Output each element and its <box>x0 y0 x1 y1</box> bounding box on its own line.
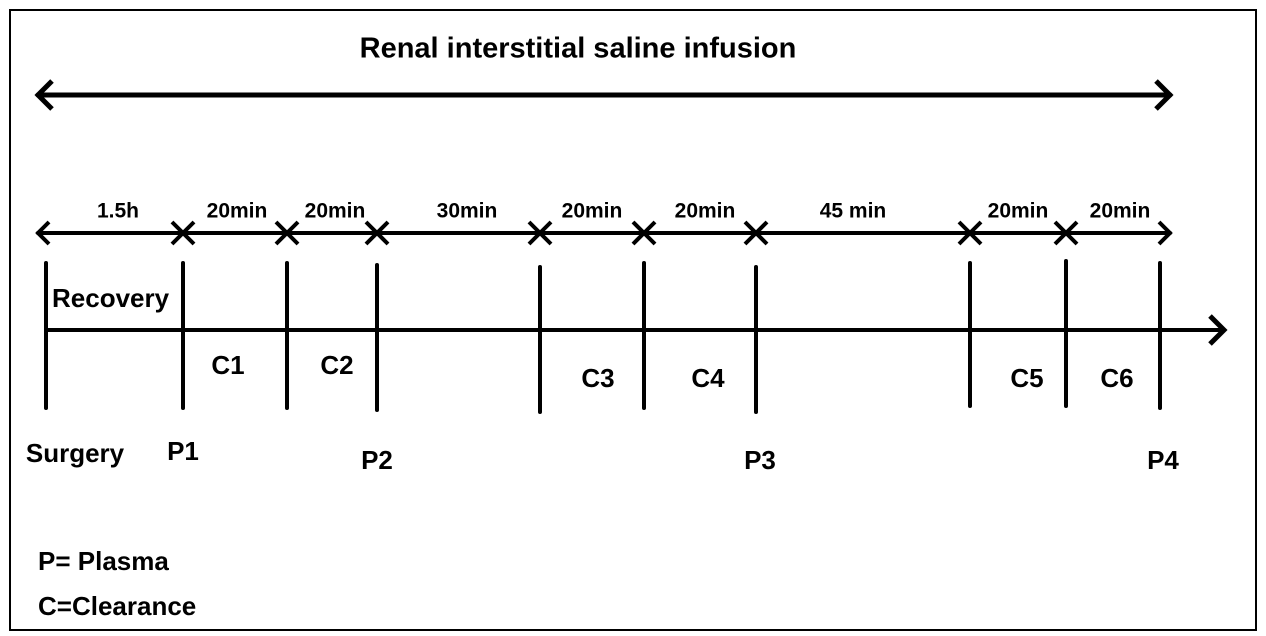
interval-label: 1.5h <box>97 200 139 223</box>
sample-label: P3 <box>744 445 776 475</box>
clearance-label: C1 <box>211 350 244 380</box>
frame <box>9 9 1257 631</box>
interval-label: 20min <box>1090 200 1151 223</box>
arrow-head <box>1154 79 1174 111</box>
interval-label: 20min <box>988 200 1049 223</box>
interval-label: 20min <box>305 200 366 223</box>
arrow-head <box>284 220 300 246</box>
arrow-head <box>1157 220 1173 246</box>
arrow-head <box>1063 220 1079 246</box>
clearance-label: C6 <box>1100 363 1133 393</box>
clearance-label: C5 <box>1010 363 1043 393</box>
sample-label: P2 <box>361 445 393 475</box>
arrow-head <box>641 220 657 246</box>
interval-label: 20min <box>562 200 623 223</box>
arrow-head <box>1208 314 1228 346</box>
arrow-head <box>967 220 983 246</box>
title: Renal interstitial saline infusion <box>360 33 797 65</box>
arrow-head <box>374 220 390 246</box>
interval-label: 20min <box>675 200 736 223</box>
sample-label: P1 <box>167 436 199 466</box>
interval-label: 20min <box>207 200 268 223</box>
sample-label: Surgery <box>26 438 125 468</box>
clearance-label: C2 <box>320 350 353 380</box>
legend-item: P= Plasma <box>38 546 169 576</box>
interval-label: 45 min <box>820 200 887 223</box>
phase-label: Recovery <box>52 283 170 313</box>
arrow-head <box>34 79 54 111</box>
arrow-head <box>537 220 553 246</box>
legend-item: C=Clearance <box>38 591 196 621</box>
arrow-head <box>35 220 51 246</box>
clearance-label: C3 <box>581 363 614 393</box>
sample-label: P4 <box>1147 445 1179 475</box>
arrow-head <box>180 220 196 246</box>
clearance-label: C4 <box>691 363 725 393</box>
arrow-head <box>753 220 769 246</box>
interval-label: 30min <box>437 200 498 223</box>
